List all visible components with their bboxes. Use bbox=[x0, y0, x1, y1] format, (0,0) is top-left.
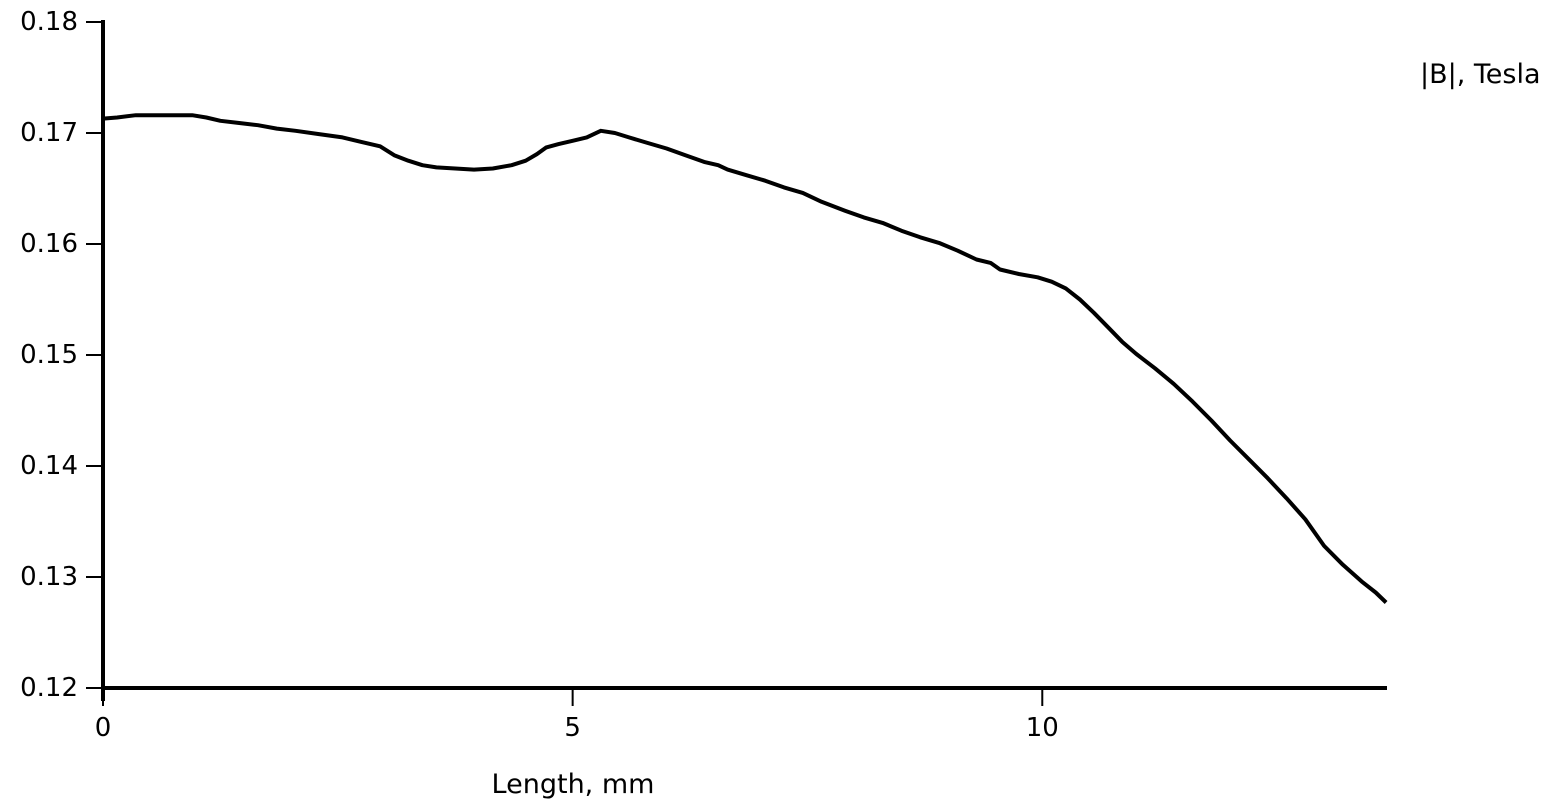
x-axis-title: Length, mm bbox=[491, 769, 655, 800]
series-line bbox=[102, 113, 1388, 604]
x-tick-label: 0 bbox=[94, 713, 112, 743]
y-tick-label: 0.14 bbox=[20, 451, 78, 481]
y-axis-title: |B|, Tesla bbox=[1420, 59, 1541, 90]
y-tick-label: 0.16 bbox=[20, 229, 78, 259]
x-tick-label: 5 bbox=[564, 713, 581, 743]
y-tick-label: 0.13 bbox=[20, 562, 78, 592]
y-tick-label: 0.17 bbox=[20, 118, 78, 148]
x-tick-label: 10 bbox=[1025, 713, 1059, 743]
y-tick-label: 0.12 bbox=[20, 673, 78, 703]
y-tick-label: 0.15 bbox=[20, 340, 78, 370]
y-tick-label: 0.18 bbox=[20, 7, 78, 37]
